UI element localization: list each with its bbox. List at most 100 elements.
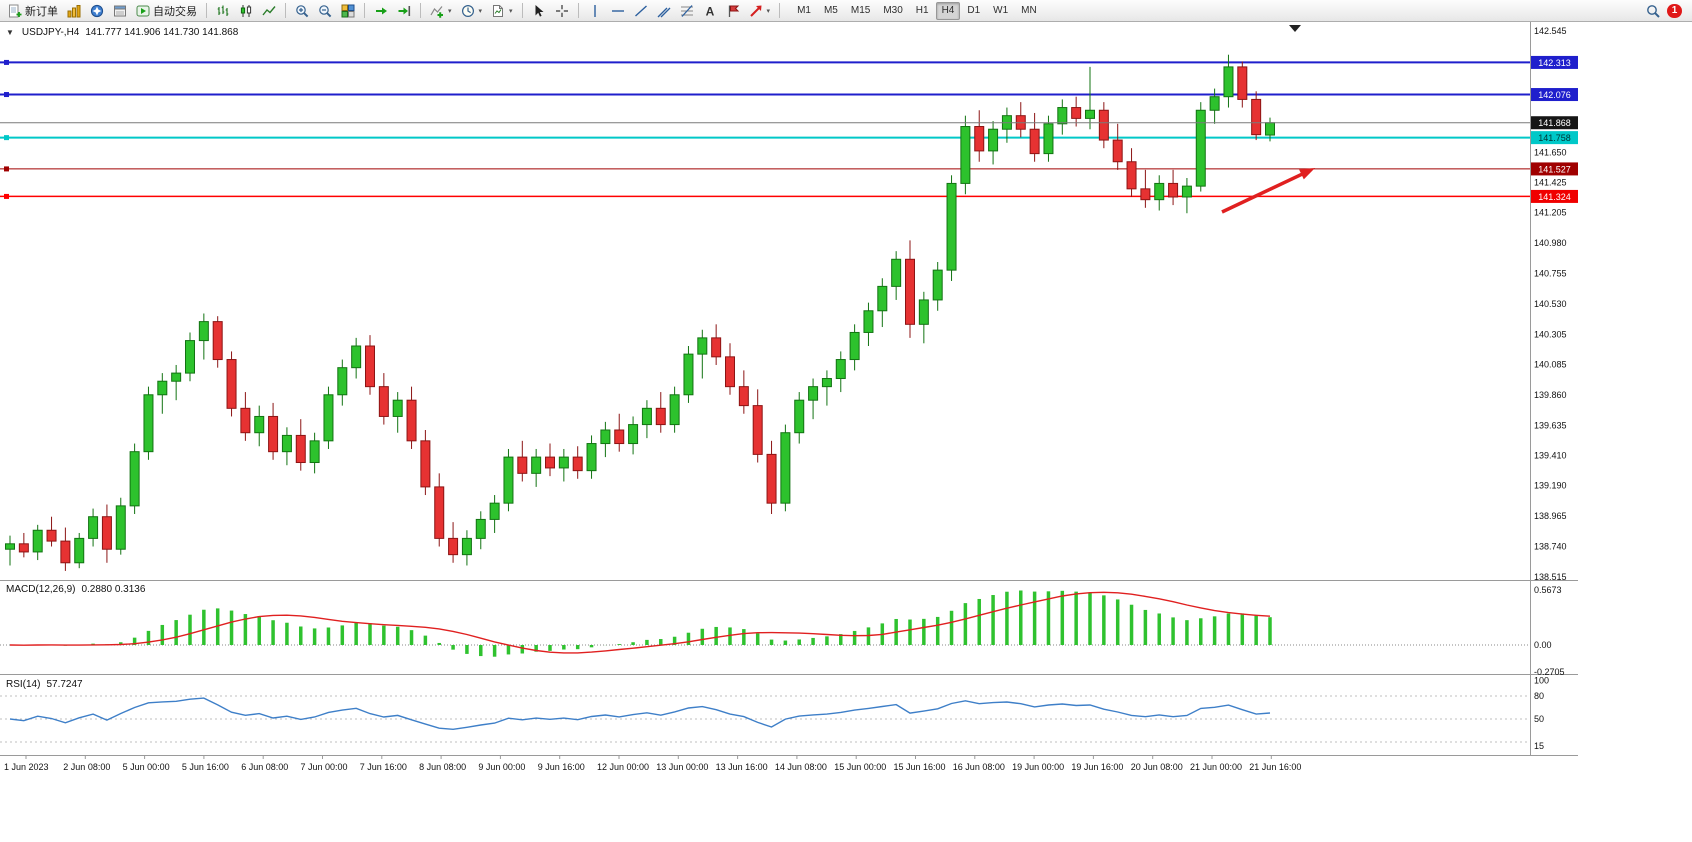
zoom-in-button[interactable] [291,1,313,21]
candlestick-chart-button[interactable] [235,1,257,21]
svg-text:13 Jun 00:00: 13 Jun 00:00 [656,762,708,772]
toolbar-separator [285,3,286,18]
svg-text:0.5673: 0.5673 [1534,585,1562,595]
crosshair-icon [555,4,568,17]
timeframe-m15-button[interactable]: M15 [850,4,871,16]
timeframe-m5-button[interactable]: M5 [823,4,838,16]
price-badge [1531,131,1578,145]
market-watch-button[interactable] [63,1,85,21]
line-handle[interactable] [4,59,9,65]
templates-button[interactable]: ▾ [487,1,517,21]
svg-text:19 Jun 00:00: 19 Jun 00:00 [1012,762,1064,772]
search-icon [1647,4,1660,18]
line-chart-button[interactable] [258,1,280,21]
line-handle[interactable] [4,193,9,199]
chart-canvas[interactable]: 142.545 141.650 141.425 141.205 140.980 140.7… [0,22,1692,842]
svg-text:21 Jun 16:00: 21 Jun 16:00 [1249,762,1301,772]
svg-text:141.650: 141.650 [1534,147,1567,157]
zoom-in-icon [296,4,309,17]
arrows-icon [749,5,762,17]
timeframe-m1-button[interactable]: M1 [797,4,811,16]
svg-text:15: 15 [1534,741,1544,751]
periods-clock-icon [461,4,474,17]
new-order-icon [9,4,22,17]
symbol-period-label: USDJPY-,H4 [21,27,80,38]
dropdown-caret-icon: ▾ [478,7,483,15]
line-handle[interactable] [4,92,9,98]
periods-button[interactable]: ▾ [457,1,487,21]
toolbar-separator [206,3,207,18]
tile-windows-button[interactable] [337,1,359,21]
toolbar-separator [364,3,365,18]
auto-scroll-button[interactable] [370,1,392,21]
svg-text:9 Jun 00:00: 9 Jun 00:00 [478,762,525,772]
terminal-icon [114,5,126,16]
fibonacci-icon [680,4,693,17]
timeframe-h1-button[interactable]: H1 [915,4,929,16]
svg-text:138.740: 138.740 [1534,542,1567,552]
search-button[interactable] [1642,1,1664,21]
timeframe-w1-button[interactable]: W1 [993,4,1009,16]
chart-shift-button[interactable] [393,1,415,21]
market-watch-icon [67,4,81,17]
timeframe-d1-button[interactable]: D1 [967,4,981,16]
svg-text:50: 50 [1534,714,1544,724]
indicators-button[interactable]: ▾ [426,1,456,21]
svg-text:-0.2705: -0.2705 [1534,667,1565,677]
text-icon: A [705,4,714,18]
navigator-button[interactable] [86,1,108,21]
svg-text:139.635: 139.635 [1534,420,1567,430]
horizontal-price-lines [0,59,1530,199]
timeframe-m30-button[interactable]: M30 [883,4,903,16]
line-chart-icon [262,5,276,15]
svg-text:20 Jun 08:00: 20 Jun 08:00 [1131,762,1183,772]
svg-text:140.755: 140.755 [1534,269,1567,279]
timeframe-h4-button[interactable]: H4 [935,1,961,20]
bar-chart-button[interactable] [212,1,234,21]
line-handle[interactable] [4,166,9,172]
trendline-button[interactable] [630,1,652,21]
svg-text:2 Jun 08:00: 2 Jun 08:00 [63,762,110,772]
channel-button[interactable] [653,1,675,21]
label-button[interactable] [722,1,744,21]
price-badge [1531,55,1578,69]
fibonacci-button[interactable] [676,1,698,21]
svg-text:12 Jun 00:00: 12 Jun 00:00 [597,762,649,772]
vertical-line-button[interactable] [584,1,606,21]
line-handle[interactable] [4,135,9,141]
cursor-icon [535,4,544,17]
collapse-triangle-icon[interactable]: ▼ [6,28,14,37]
dropdown-caret-icon: ▾ [448,7,452,15]
svg-text:142.076: 142.076 [1538,90,1571,100]
bar-chart-icon [217,5,229,16]
navigator-icon [90,4,104,17]
svg-text:139.190: 139.190 [1534,481,1567,491]
svg-text:15 Jun 16:00: 15 Jun 16:00 [894,762,946,772]
text-button[interactable]: A [699,1,721,21]
timeframe-mn-button[interactable]: MN [1021,4,1037,16]
macd-label: MACD(12,26,9) [6,584,76,595]
svg-text:6 Jun 08:00: 6 Jun 08:00 [241,762,288,772]
new-order-button[interactable]: 新订单 [4,1,62,21]
crosshair-button[interactable] [551,1,573,21]
dropdown-caret-icon: ▾ [766,7,771,15]
svg-text:140.305: 140.305 [1534,329,1567,339]
price-badge [1531,88,1578,102]
arrows-button[interactable]: ▾ [745,1,775,21]
cursor-button[interactable] [528,1,550,21]
toolbar-separator [577,3,579,18]
templates-icon [493,4,504,17]
auto-trading-button[interactable]: 自动交易 [132,1,201,21]
notification-badge[interactable]: 1 [1667,3,1682,18]
horizontal-line-button[interactable] [607,1,629,21]
svg-text:7 Jun 00:00: 7 Jun 00:00 [301,762,348,772]
label-flag-icon [728,5,739,17]
ohlc-values: 141.777 141.906 141.730 141.868 [85,27,239,38]
zoom-out-button[interactable] [314,1,336,21]
svg-text:13 Jun 16:00: 13 Jun 16:00 [716,762,768,772]
terminal-button[interactable] [109,1,131,21]
svg-text:141.425: 141.425 [1534,178,1567,188]
macd-header: MACD(12,26,9) 0.2880 0.3136 [6,584,145,595]
toolbar-separator [420,3,421,18]
rsi-header: RSI(14) 57.7247 [6,679,83,690]
